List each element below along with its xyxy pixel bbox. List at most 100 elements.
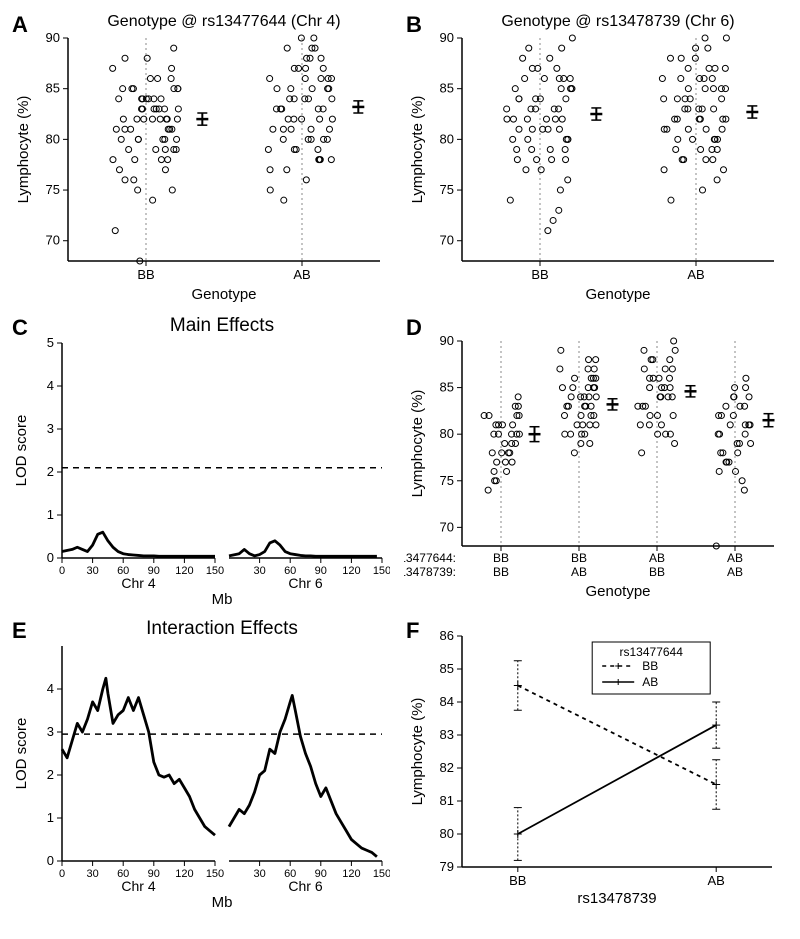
figure-grid: A Genotype @ rs13477644 (Chr 4) 70 75 80 85 90… [10,10,790,911]
svg-text:AB: AB [642,675,658,689]
svg-text:AB: AB [649,551,665,565]
svg-text:120: 120 [342,868,360,880]
svg-text:Genotype: Genotype [585,286,650,303]
svg-text:3: 3 [47,421,54,436]
svg-text:Main Effects: Main Effects [170,315,274,336]
svg-text:90: 90 [46,30,60,45]
svg-text:85: 85 [440,380,454,395]
svg-text:80: 80 [440,826,454,841]
svg-text:1: 1 [47,507,54,522]
svg-text:BB: BB [571,551,587,565]
svg-text:AB: AB [293,267,310,282]
svg-text:BB: BB [137,267,154,282]
svg-text:85: 85 [440,81,454,96]
svg-text:85: 85 [46,81,60,96]
svg-text:82: 82 [440,760,454,775]
svg-text:150: 150 [373,565,390,577]
panel-label-E: E [12,618,27,644]
svg-text:90: 90 [440,333,454,348]
svg-text:LOD score: LOD score [13,415,30,487]
svg-text:BB: BB [642,659,658,673]
svg-text:BB: BB [649,565,665,579]
svg-text:rs13477644:: rs13477644: [404,551,456,565]
svg-text:75: 75 [46,182,60,197]
panel-label-D: D [406,315,422,341]
svg-text:70: 70 [46,233,60,248]
svg-text:0: 0 [47,550,54,565]
svg-text:Genotype @ rs13478739 (Chr 6): Genotype @ rs13478739 (Chr 6) [501,13,734,30]
svg-text:rs13478739:: rs13478739: [404,565,456,579]
svg-text:BB: BB [493,565,509,579]
svg-text:Chr 4: Chr 4 [121,575,155,591]
svg-text:4: 4 [47,378,54,393]
panel-label-B: B [406,12,422,38]
svg-text:Genotype: Genotype [191,286,256,303]
panel-D: D7075808590Lymphocyte (%)BBBBBBABABBBABA… [404,313,790,608]
svg-text:79: 79 [440,859,454,874]
svg-text:rs13478739: rs13478739 [577,890,656,907]
svg-text:30: 30 [253,565,265,577]
svg-text:Lymphocyte (%): Lymphocyte (%) [15,96,32,204]
svg-text:30: 30 [86,565,98,577]
svg-text:30: 30 [86,868,98,880]
svg-text:150: 150 [206,868,224,880]
svg-text:Chr 6: Chr 6 [288,878,322,894]
svg-text:2: 2 [47,767,54,782]
svg-text:Chr 4: Chr 4 [121,878,155,894]
svg-text:2: 2 [47,464,54,479]
svg-text:75: 75 [440,473,454,488]
svg-text:LOD score: LOD score [13,718,30,790]
svg-text:70: 70 [440,519,454,534]
svg-text:AB: AB [727,565,743,579]
svg-text:Mb: Mb [212,591,233,608]
svg-text:0: 0 [59,565,65,577]
svg-text:AB: AB [708,873,725,888]
svg-text:Mb: Mb [212,894,233,911]
svg-text:150: 150 [373,868,390,880]
svg-text:AB: AB [727,551,743,565]
panel-label-C: C [12,315,28,341]
svg-text:BB: BB [531,267,548,282]
svg-text:5: 5 [47,335,54,350]
svg-text:BB: BB [509,873,526,888]
svg-text:80: 80 [440,426,454,441]
svg-text:90: 90 [440,30,454,45]
svg-text:1: 1 [47,810,54,825]
svg-text:84: 84 [440,694,454,709]
svg-text:120: 120 [175,868,193,880]
panel-B: B Genotype @ rs13478739 (Chr 6) 70 75 80 85 90… [404,10,790,305]
panel-A: A Genotype @ rs13477644 (Chr 4) 70 75 80 85 90… [10,10,396,305]
svg-text:120: 120 [342,565,360,577]
svg-text:85: 85 [440,661,454,676]
svg-text:Interaction Effects: Interaction Effects [146,618,298,639]
svg-text:70: 70 [440,233,454,248]
svg-text:30: 30 [253,868,265,880]
svg-text:BB: BB [493,551,509,565]
svg-text:80: 80 [46,131,60,146]
panel-C: CMain Effects012345LOD score030609012015… [10,313,396,608]
svg-text:0: 0 [47,853,54,868]
panel-label-F: F [406,618,419,644]
svg-text:150: 150 [206,565,224,577]
svg-text:Genotype @ rs13477644 (Chr 4): Genotype @ rs13477644 (Chr 4) [107,13,340,30]
svg-text:0: 0 [59,868,65,880]
svg-text:80: 80 [440,131,454,146]
svg-text:75: 75 [440,182,454,197]
panel-E: EInteraction Effects01234LOD score030609… [10,616,396,911]
svg-text:Chr 6: Chr 6 [288,575,322,591]
svg-text:81: 81 [440,793,454,808]
svg-text:83: 83 [440,727,454,742]
panel-label-A: A [12,12,28,38]
svg-text:Lymphocyte (%): Lymphocyte (%) [409,390,426,498]
svg-text:Genotype: Genotype [585,583,650,600]
svg-text:4: 4 [47,681,54,696]
svg-text:Lymphocyte (%): Lymphocyte (%) [409,698,426,806]
svg-text:86: 86 [440,628,454,643]
svg-text:rs13477644: rs13477644 [620,645,684,659]
svg-text:3: 3 [47,724,54,739]
svg-text:Lymphocyte (%): Lymphocyte (%) [409,96,426,204]
svg-text:AB: AB [571,565,587,579]
panel-F: F 79 80 81 82 83 84 85 86 Lymphocyte (%) BB AB rs134… [404,616,790,911]
svg-text:120: 120 [175,565,193,577]
svg-text:AB: AB [687,267,704,282]
